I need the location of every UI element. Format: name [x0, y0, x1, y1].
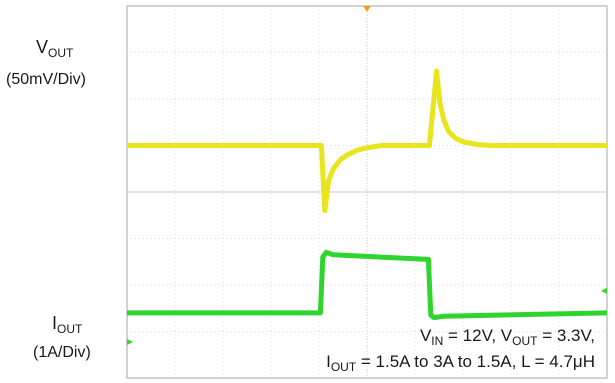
- trace-line-vout: [127, 68, 607, 214]
- iout-scale-label: (1A/Div): [33, 344, 91, 361]
- trace-line-iout: [127, 249, 608, 321]
- grid: [127, 6, 607, 378]
- iout-channel-label: IOUT: [52, 313, 83, 336]
- conditions-annotation-line1: VIN = 12V, VOUT = 3.3V,: [419, 326, 595, 348]
- channel-level-marker-icon: [127, 339, 133, 345]
- conditions-annotation-line2: IOUT = 1.5A to 3A to 1.5A, L = 4.7μH: [326, 352, 595, 374]
- trigger-marker-icon: [363, 6, 371, 12]
- vout-channel-label: VOUT: [36, 37, 74, 60]
- vout-scale-label: (50mV/Div): [6, 71, 87, 88]
- traces: [127, 68, 608, 321]
- channel-level-marker-icon: [601, 287, 607, 294]
